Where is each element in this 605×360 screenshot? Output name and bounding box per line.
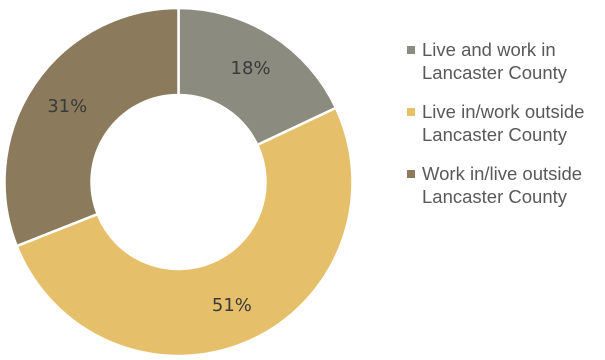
legend-item-live-and-work-in-lancaster: Live and work in Lancaster County	[406, 38, 605, 84]
donut-slice-work-in-live-outside-lancaster-county	[3, 6, 180, 248]
slice-label-live-in-work-outside-lancaster-county: 51%	[212, 295, 252, 316]
legend-item-work-in-live-outside: Work in/live outside Lancaster County	[406, 162, 605, 208]
slice-label-work-in-live-outside-lancaster-county: 31%	[47, 96, 87, 117]
legend-label-live-and-work-in-lancaster: Live and work in Lancaster County	[422, 39, 568, 83]
legend-swatch-live-and-work-in-lancaster	[407, 46, 415, 54]
chart-legend: Live and work in Lancaster County Live i…	[406, 38, 605, 224]
donut-slice-live-in-work-outside-lancaster-county	[15, 106, 354, 358]
legend-label-live-in-work-outside: Live in/work outside Lancaster County	[422, 101, 585, 145]
slice-label-live-and-work-in-lancaster-county: 18%	[231, 58, 271, 79]
legend-label-work-in-live-outside: Work in/live outside Lancaster County	[422, 163, 583, 207]
donut-slice-live-and-work-in-lancaster-county	[177, 6, 338, 147]
legend-item-live-in-work-outside: Live in/work outside Lancaster County	[406, 100, 605, 146]
legend-swatch-live-in-work-outside	[407, 108, 415, 116]
legend-swatch-work-in-live-outside	[407, 170, 415, 178]
